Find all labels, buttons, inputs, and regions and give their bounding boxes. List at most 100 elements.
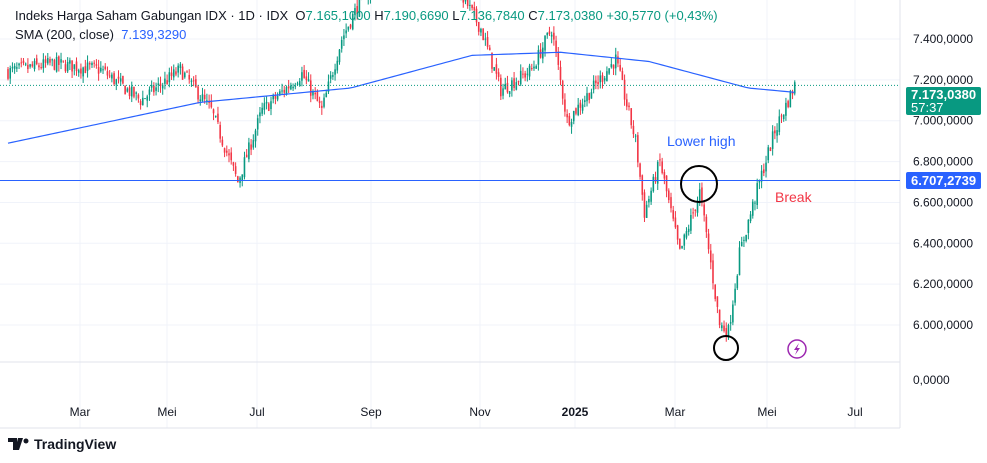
x-tick-label: Jul: [847, 405, 862, 419]
candle-body: [637, 135, 639, 163]
candle-body: [108, 75, 111, 77]
y-tick-label: 6.200,0000: [913, 277, 973, 291]
lower-high-label[interactable]: Lower high: [667, 133, 736, 149]
candle-body: [358, 0, 361, 17]
candle-body: [186, 71, 188, 73]
candle-body: [336, 60, 339, 71]
candle-body: [491, 52, 493, 69]
candle-body: [767, 147, 770, 161]
candle-body: [276, 95, 279, 100]
candle-body: [464, 0, 467, 2]
candle-body: [221, 139, 224, 146]
candle-body: [776, 130, 778, 136]
low-value: 7.136,7840: [459, 8, 525, 23]
candle-body: [495, 64, 498, 74]
candle-body: [287, 86, 290, 89]
candle-body: [721, 325, 723, 329]
candle-body: [575, 108, 577, 114]
symbol-title[interactable]: Indeks Harga Saham Gabungan IDX · 1D · I…: [15, 8, 289, 23]
candle-body: [168, 72, 171, 83]
candle-body: [256, 118, 259, 130]
candle-body: [97, 66, 100, 74]
candle-body: [619, 64, 621, 71]
ohlc-legend: Indeks Harga Saham Gabungan IDX · 1D · I…: [15, 8, 718, 23]
candle-body: [577, 104, 579, 116]
candle-body: [338, 49, 341, 63]
candle-body: [318, 101, 321, 104]
candle-body: [164, 78, 166, 84]
candle-body: [676, 225, 679, 240]
candle-body: [515, 82, 518, 90]
candle-body: [787, 101, 789, 107]
break-label[interactable]: Break: [775, 189, 813, 205]
candle-body: [91, 63, 93, 66]
lower-high-circle[interactable]: [680, 165, 718, 203]
candle-body: [77, 70, 80, 73]
sma-line[interactable]: [7, 51, 795, 144]
candle-body: [606, 71, 608, 82]
candle-body: [62, 60, 65, 62]
candle-body: [740, 242, 743, 247]
candle-body: [692, 212, 694, 214]
candle-body: [122, 75, 124, 84]
candle-body: [725, 328, 728, 337]
y-tick-label: 7.400,0000: [913, 32, 973, 46]
candle-body: [113, 73, 115, 85]
candle-body: [316, 91, 319, 102]
candle-body: [639, 163, 641, 177]
candle-body: [696, 200, 699, 213]
time-axis[interactable]: Mar Mei Jul Sep Nov 2025 Mar Mei Jul: [70, 405, 863, 419]
candle-body: [519, 70, 522, 85]
candle-body: [705, 216, 708, 233]
candle-body: [334, 69, 336, 75]
candle-body: [548, 31, 551, 35]
candle-body: [283, 89, 286, 93]
candle-body: [223, 148, 226, 153]
candle-body: [553, 32, 555, 40]
candle-body: [33, 60, 36, 70]
candle-body: [245, 154, 248, 158]
sma-legend[interactable]: SMA (200, close) 7.139,3290: [15, 27, 187, 42]
candle-body: [206, 100, 208, 102]
open-value: 7.165,1000: [305, 8, 371, 23]
candle-body: [709, 250, 712, 263]
candle-body: [544, 35, 546, 51]
candle-body: [769, 147, 772, 152]
candle-body: [462, 0, 465, 3]
candle-body: [714, 284, 716, 299]
candle-body: [727, 325, 730, 338]
candle-body: [172, 69, 175, 78]
candle-body: [124, 85, 126, 95]
price-axis[interactable]: 7.400,0000 7.200,0000 7.000,0000 6.800,0000…: [913, 32, 973, 332]
candle-body: [630, 108, 633, 126]
candle-body: [537, 50, 540, 65]
candle-body: [683, 234, 686, 246]
candle-body: [130, 86, 133, 97]
x-tick-label: Jul: [249, 405, 264, 419]
candle-body: [181, 66, 184, 80]
candle-body: [732, 304, 734, 323]
candle-body: [80, 68, 82, 74]
candle-body: [517, 81, 520, 83]
candle-body: [572, 110, 575, 122]
candle-body: [7, 69, 9, 79]
y-tick-label: 6.800,0000: [913, 155, 973, 169]
candle-body: [309, 80, 312, 96]
tradingview-logo-icon: [8, 438, 29, 450]
bottom-circle[interactable]: [713, 335, 739, 361]
tradingview-logo[interactable]: TradingView: [8, 436, 116, 452]
candle-body: [137, 94, 140, 99]
y-tick-label: 6.600,0000: [913, 195, 973, 209]
candle-body: [190, 80, 193, 82]
candle-body: [104, 66, 107, 70]
candle-body: [535, 66, 537, 69]
candle-body: [228, 153, 230, 156]
candle-body: [95, 64, 98, 66]
candle-body: [146, 96, 149, 101]
candle-body: [312, 90, 314, 96]
x-tick-label: Mar: [665, 405, 686, 419]
lightning-icon[interactable]: [787, 339, 807, 359]
candle-body: [471, 4, 473, 8]
candle-body: [663, 172, 666, 179]
